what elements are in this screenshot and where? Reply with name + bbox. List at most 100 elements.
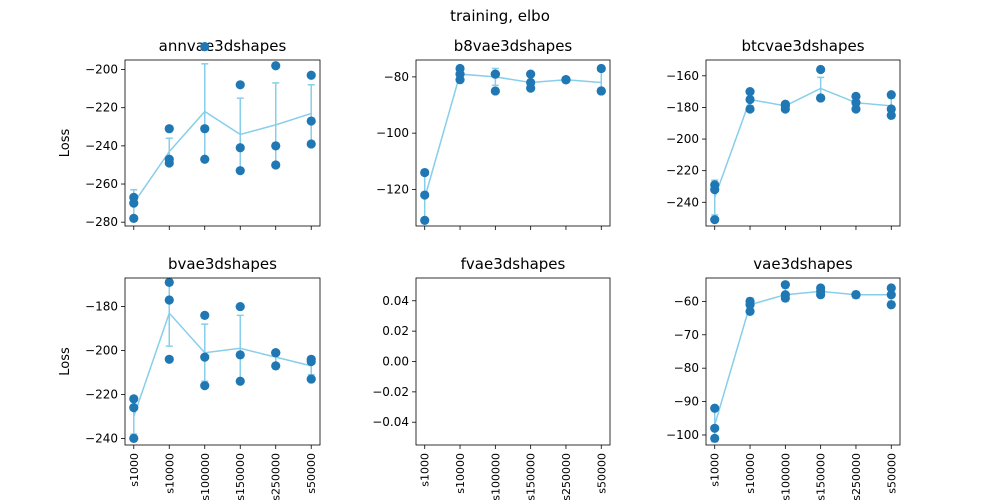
data-point (851, 91, 861, 101)
ytick-label: −180 (666, 100, 699, 114)
data-point (306, 116, 316, 126)
data-point (235, 301, 245, 312)
data-point (886, 90, 896, 100)
data-point (816, 93, 826, 103)
xtick-label: s10000 (744, 453, 757, 494)
data-point (271, 348, 281, 358)
y-axis-label: Loss (58, 347, 73, 376)
data-point (200, 310, 210, 320)
data-point (164, 277, 174, 287)
ytick-label: 0.04 (382, 294, 409, 308)
y-axis-label: Loss (58, 129, 73, 158)
data-point (561, 75, 571, 85)
data-point (129, 213, 139, 223)
data-point (306, 356, 316, 367)
chart-panel-annvae3dshapes: annvae3dshapes −280 −260 −240 −220 −200 Loss (58, 37, 321, 230)
axes-frame (705, 59, 901, 227)
data-point (306, 139, 316, 149)
data-point (164, 295, 174, 305)
data-point (235, 143, 245, 153)
data-point (164, 158, 174, 168)
xtick-label: s150000 (525, 453, 538, 500)
data-point (851, 98, 861, 108)
data-point (164, 354, 174, 364)
xtick-label: s1000 (128, 453, 141, 487)
data-point (129, 394, 139, 404)
ytick-label: −200 (666, 132, 699, 146)
xtick-label: s50000 (885, 453, 898, 494)
xtick-label: s100000 (489, 453, 502, 500)
ytick-label: −240 (666, 195, 699, 209)
data-point (745, 300, 755, 310)
ytick-label: −200 (85, 344, 118, 358)
data-point (200, 124, 210, 134)
chart-panel-b8vae3dshapes: b8vae3dshapes −120 −100 −80 (376, 37, 611, 230)
ytick-label: −220 (85, 101, 118, 115)
data-point (164, 124, 174, 134)
data-point (851, 104, 861, 114)
data-point (129, 433, 139, 444)
data-point (886, 283, 896, 293)
data-point (526, 77, 536, 88)
panels: annvae3dshapes −280 −260 −240 −220 −200 Loss b8… (58, 37, 901, 500)
data-point (886, 290, 896, 300)
panel-title: fvae3dshapes (461, 255, 566, 273)
axes-frame (124, 59, 321, 227)
ytick-label: −0.04 (372, 415, 409, 429)
data-point (200, 381, 210, 391)
figure-suptitle: training, elbo (450, 7, 550, 25)
data-point (200, 42, 210, 52)
xtick-label: s10000 (163, 453, 176, 494)
axes-frame (415, 277, 611, 446)
ytick-label: 0.00 (382, 355, 409, 369)
data-point (129, 198, 139, 208)
ytick-label: −240 (85, 139, 118, 153)
mean-line (714, 290, 892, 426)
xtick-label: s50000 (595, 453, 608, 494)
ytick-label: −80 (674, 361, 699, 375)
data-point (745, 87, 755, 97)
data-point (710, 433, 720, 443)
ytick-label: −200 (85, 63, 118, 77)
ytick-label: 0.02 (382, 324, 409, 338)
ytick-label: −240 (85, 431, 118, 445)
data-point (886, 104, 896, 114)
data-point (596, 86, 606, 96)
data-point (745, 104, 755, 114)
data-point (710, 423, 720, 433)
axes-frame (124, 277, 321, 446)
mean-line (133, 311, 312, 417)
data-point (271, 361, 281, 371)
ytick-label: −90 (674, 395, 699, 409)
xtick-label: s150000 (815, 453, 828, 500)
data-point (420, 167, 430, 178)
ytick-label: −80 (384, 70, 409, 84)
data-point (420, 190, 430, 200)
data-point (306, 374, 316, 384)
data-point (490, 69, 500, 79)
data-point (455, 69, 465, 79)
data-point (816, 286, 826, 296)
mean-line (424, 73, 602, 199)
ytick-label: −60 (674, 294, 699, 308)
data-point (780, 290, 790, 300)
data-point (235, 376, 245, 386)
panel-title: vae3dshapes (753, 255, 853, 273)
data-point (271, 61, 281, 71)
data-point (886, 300, 896, 310)
xtick-label: s50000 (305, 453, 318, 494)
data-point (200, 154, 210, 164)
data-point (816, 64, 826, 75)
panel-title: btcvae3dshapes (741, 37, 864, 55)
ytick-label: −220 (85, 387, 118, 401)
data-point (129, 403, 139, 413)
xtick-label: s100000 (779, 453, 792, 500)
data-point (235, 80, 245, 90)
ytick-label: −180 (85, 300, 118, 314)
data-point (780, 101, 790, 111)
xtick-label: s10000 (454, 453, 467, 494)
data-point (710, 185, 720, 195)
data-point (886, 110, 896, 120)
data-point (235, 350, 245, 360)
ytick-label: −0.02 (372, 385, 409, 399)
